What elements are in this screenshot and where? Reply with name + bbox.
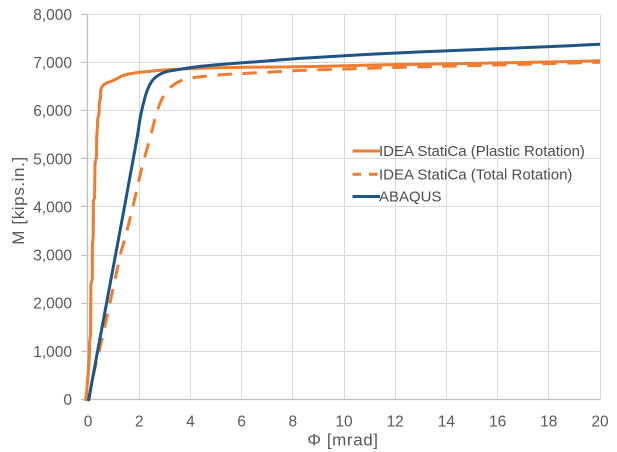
svg-text:IDEA StatiCa (Total Rotation): IDEA StatiCa (Total Rotation) [379,166,572,183]
svg-text:16: 16 [489,414,506,431]
svg-text:ABAQUS: ABAQUS [379,189,442,206]
svg-text:Φ [mrad]: Φ [mrad] [307,431,378,450]
svg-text:4,000: 4,000 [33,199,72,216]
svg-text:1,000: 1,000 [33,344,72,361]
svg-text:14: 14 [438,414,456,431]
svg-text:0: 0 [63,392,72,409]
svg-text:2,000: 2,000 [33,296,72,313]
svg-text:5,000: 5,000 [33,151,72,168]
svg-text:20: 20 [591,414,609,431]
svg-text:18: 18 [540,414,557,431]
svg-text:IDEA StatiCa (Plastic Rotation: IDEA StatiCa (Plastic Rotation) [379,143,585,160]
svg-text:10: 10 [335,414,353,431]
svg-text:8,000: 8,000 [33,7,72,24]
svg-text:0: 0 [84,414,93,431]
svg-text:7,000: 7,000 [33,55,72,72]
svg-text:4: 4 [186,414,195,431]
svg-text:6,000: 6,000 [33,103,72,120]
svg-text:8: 8 [288,414,297,431]
svg-text:12: 12 [387,414,404,431]
svg-text:M [kips.in.]: M [kips.in.] [9,156,28,244]
svg-text:6: 6 [237,414,246,431]
svg-text:2: 2 [135,414,144,431]
svg-text:3,000: 3,000 [33,248,72,265]
